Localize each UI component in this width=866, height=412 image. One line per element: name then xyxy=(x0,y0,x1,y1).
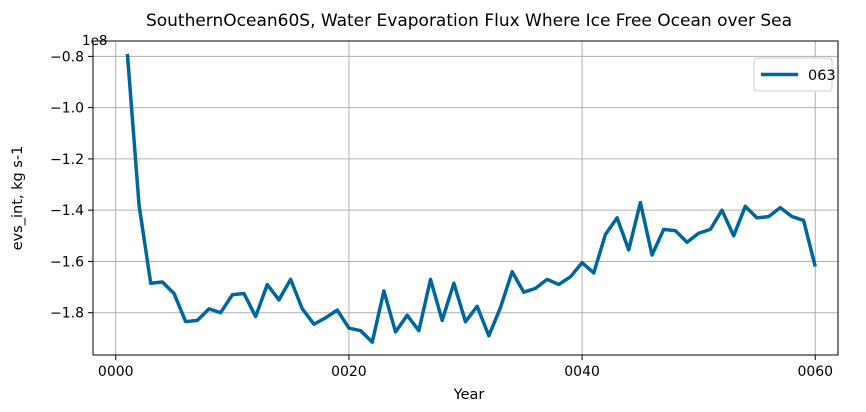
grid xyxy=(93,41,838,355)
chart-title: SouthernOcean60S, Water Evaporation Flux… xyxy=(146,11,792,31)
series-line xyxy=(125,53,817,344)
y-tick-label: −1.8 xyxy=(50,306,84,322)
x-axis: 0000 0020 0040 0060 xyxy=(98,355,833,380)
legend-label: 063 xyxy=(808,68,836,84)
y-tick-label: −1.0 xyxy=(50,101,84,117)
x-axis-label: Year xyxy=(453,387,485,403)
plot-frame xyxy=(92,40,839,356)
legend: 063 xyxy=(753,57,836,92)
x-tick-label: 0020 xyxy=(331,364,367,380)
y-tick-label: −1.6 xyxy=(50,254,84,270)
y-axis-label: evs_int, kg s-1 xyxy=(10,146,26,251)
y-tick-label: −1.2 xyxy=(50,152,84,168)
x-tick-label: 0040 xyxy=(564,364,600,380)
x-tick-label: 0060 xyxy=(797,364,833,380)
x-tick-label: 0000 xyxy=(98,364,134,380)
y-axis: −1.8 −1.6 −1.4 −1.2 −1.0 −0.8 xyxy=(50,49,93,322)
y-tick-label: −0.8 xyxy=(50,49,84,65)
series-layer xyxy=(125,53,817,344)
y-tick-label: −1.4 xyxy=(50,203,84,219)
